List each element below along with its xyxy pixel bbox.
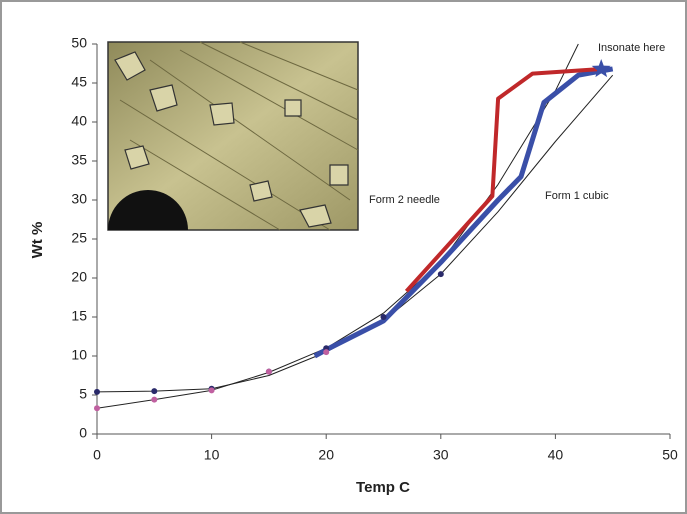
- x-tick-label: 10: [204, 447, 220, 463]
- y-tick-label: 25: [71, 230, 87, 246]
- y-tick-label: 40: [71, 113, 87, 129]
- y-tick-label: 35: [71, 152, 87, 168]
- y-tick-label: 0: [79, 425, 87, 441]
- photo-inset: [107, 41, 359, 231]
- x-tick-label: 50: [662, 447, 678, 463]
- y-tick-label: 20: [71, 269, 87, 285]
- point: [437, 271, 444, 278]
- series-line: [404, 66, 602, 293]
- y-tick-label: 50: [71, 35, 87, 51]
- point: [151, 396, 158, 403]
- point: [94, 388, 100, 395]
- annotation: Form 1 cubic: [545, 190, 609, 202]
- x-tick-label: 30: [433, 447, 449, 463]
- y-tick-label: 10: [71, 347, 87, 363]
- x-tick-label: 0: [93, 447, 101, 463]
- y-axis-title: Wt %: [29, 222, 46, 259]
- x-tick-label: 40: [548, 447, 564, 463]
- y-tick-label: 45: [71, 74, 87, 90]
- y-tick-label: 30: [71, 191, 87, 207]
- point: [94, 405, 100, 412]
- star-marker: [591, 59, 611, 78]
- x-axis-title: Temp C: [356, 479, 410, 496]
- point: [208, 387, 215, 394]
- y-tick-label: 5: [79, 386, 87, 402]
- annotation: Form 2 needle: [369, 194, 440, 206]
- y-tick-label: 15: [71, 308, 87, 324]
- annotation: Insonate here: [598, 42, 665, 54]
- x-tick-label: 20: [318, 447, 334, 463]
- series-line: [96, 43, 579, 409]
- point: [265, 368, 272, 375]
- series-line: [313, 66, 614, 359]
- point: [323, 349, 330, 356]
- point: [151, 388, 158, 395]
- point: [380, 314, 387, 320]
